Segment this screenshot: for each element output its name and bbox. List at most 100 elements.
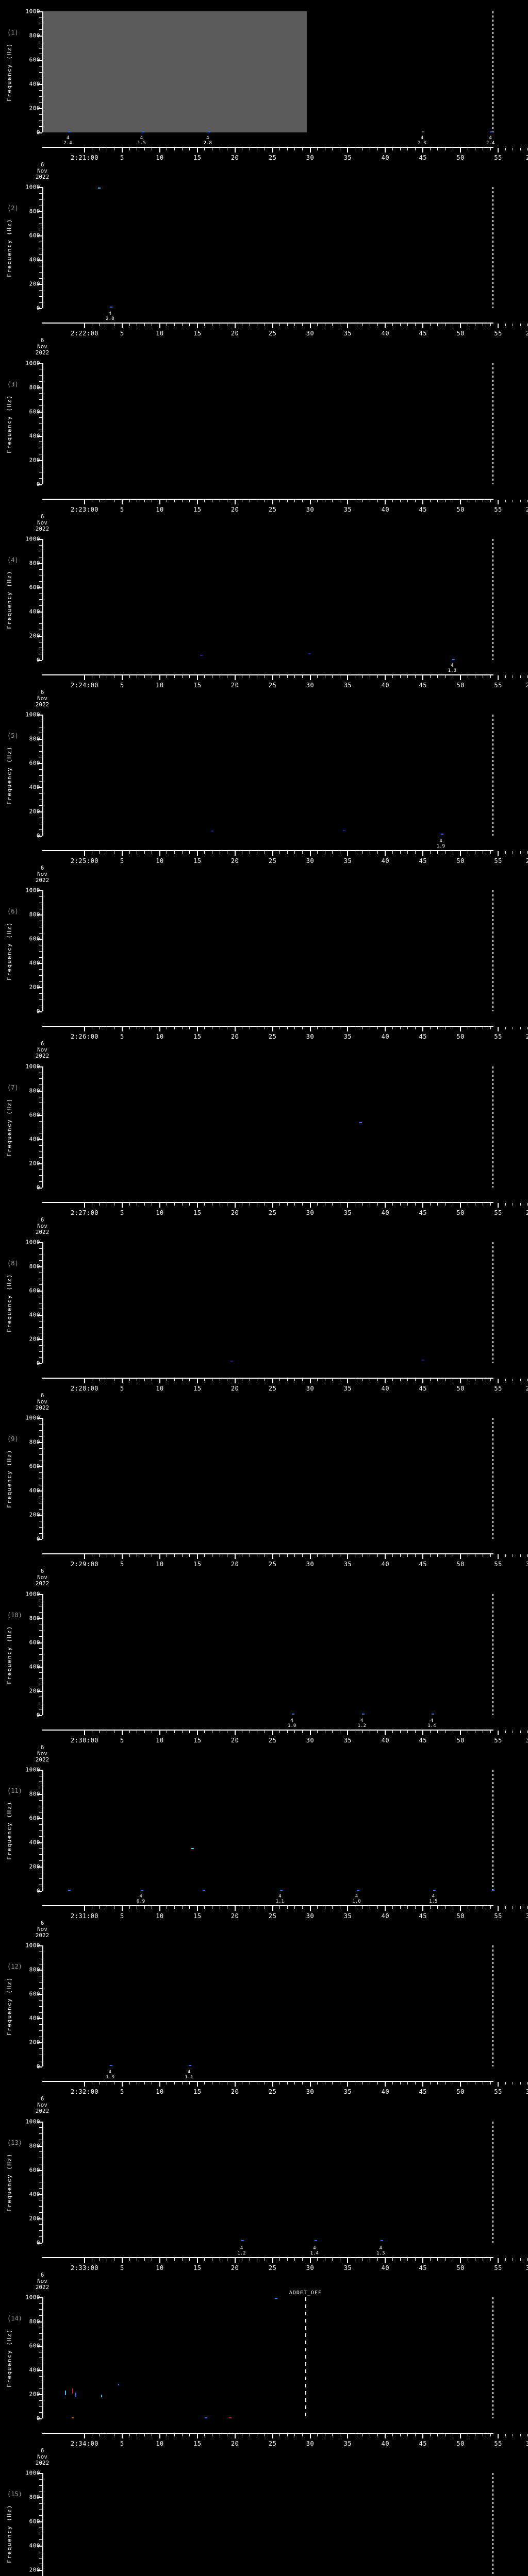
x-axis-tick xyxy=(498,675,499,680)
x-axis-tick xyxy=(196,499,198,504)
x-axis-tick xyxy=(189,675,190,678)
x-tick-label: 55 xyxy=(494,330,502,337)
date-line: Nov xyxy=(37,1750,47,1757)
y-axis-tick xyxy=(39,1612,42,1613)
x-tick-label: 15 xyxy=(193,154,202,161)
x-axis-tick xyxy=(129,675,130,678)
y-axis-line-right xyxy=(492,1066,493,1188)
y-axis-tick xyxy=(38,1490,42,1492)
x-tick-label: 30 xyxy=(306,2264,315,2272)
x-axis-tick xyxy=(144,499,145,502)
x-tick-label: 30 xyxy=(306,154,315,161)
x-axis-tick xyxy=(437,1554,438,1557)
x-axis-tick xyxy=(377,851,378,854)
x-axis-tick xyxy=(362,148,363,150)
y-tick-label: 200 xyxy=(29,808,40,815)
y-axis-label: Frequency (Hz) xyxy=(6,394,13,453)
detection-label: 4 1.2 xyxy=(237,2246,245,2256)
x-axis-tick xyxy=(309,2082,311,2087)
x-axis-tick xyxy=(498,1730,499,1735)
x-tick-label: 35 xyxy=(343,2439,352,2447)
detection-label: 4 2.8 xyxy=(106,311,114,321)
date-stack: 6 Nov 2022 xyxy=(36,337,50,356)
spectrogram-panel: (8) Frequency (Hz) 0 200 400 600 800 1000 5 10 15 2… xyxy=(0,1231,528,1411)
x-axis-tick xyxy=(407,148,408,150)
detection-label: 4 1.8 xyxy=(448,663,456,673)
x-tick-label: 35 xyxy=(343,1385,352,1393)
y-tick-label: 0 xyxy=(36,1360,40,1367)
x-axis-tick xyxy=(400,1379,401,1382)
date-line: 2022 xyxy=(35,1931,50,1939)
y-axis-label: Frequency (Hz) xyxy=(6,2153,13,2212)
x-axis-tick xyxy=(498,499,499,504)
x-tick-label: 35 xyxy=(343,681,352,689)
x-axis-tick xyxy=(182,2082,183,2085)
x-tick-label: 50 xyxy=(456,1385,465,1393)
y-axis-tick xyxy=(38,387,42,388)
x-tick-label: 15 xyxy=(193,2264,202,2272)
y-axis-tick xyxy=(39,2230,42,2231)
y-axis-tick xyxy=(39,381,42,382)
x-axis-tick xyxy=(302,1202,303,1206)
x-axis-tick xyxy=(430,1554,431,1557)
x-axis-tick xyxy=(437,1027,438,1030)
data-coverage-box xyxy=(42,11,307,132)
y-axis-tick xyxy=(38,1715,42,1716)
x-axis-tick xyxy=(347,1202,349,1208)
x-axis-tick xyxy=(272,1730,273,1735)
date-line: 2022 xyxy=(35,525,50,532)
x-axis-tick xyxy=(437,1906,438,1909)
x-axis-tick xyxy=(279,1202,280,1206)
y-tick-label: 400 xyxy=(29,432,40,439)
x-axis-tick xyxy=(99,1202,100,1206)
x-tick-label: 20 xyxy=(230,2088,239,2096)
x-axis-tick xyxy=(174,1730,175,1733)
x-axis-tick xyxy=(415,148,416,150)
x-axis-tick xyxy=(287,1027,288,1030)
y-tick-label: 600 xyxy=(29,759,40,767)
x-axis-tick xyxy=(377,2258,378,2261)
y-axis-tick xyxy=(39,1630,42,1631)
y-axis-line-right xyxy=(492,715,493,836)
x-axis-tick xyxy=(279,324,280,327)
x-axis-tick xyxy=(505,324,506,327)
x-axis-tick xyxy=(309,499,311,504)
y-axis-tick xyxy=(38,1666,42,1668)
detection-marker xyxy=(433,1889,436,1891)
detection-label: 4 1.4 xyxy=(310,2246,319,2256)
y-tick-label: 800 xyxy=(29,32,40,39)
x-axis-tick xyxy=(294,2433,295,2436)
y-axis-line xyxy=(42,1242,43,1364)
x-axis-line: 5 10 15 20 25 30 35 40 45 50 55 2:27:00 28:00 xyxy=(42,1201,528,1216)
x-tick-label: 30 xyxy=(306,2088,315,2096)
x-axis-tick xyxy=(490,1554,491,1557)
x-tick-label: 25 xyxy=(268,505,277,513)
y-tick-label: 0 xyxy=(36,481,40,488)
y-axis-tick xyxy=(39,2024,42,2025)
x-tick-label: 10 xyxy=(156,2264,164,2272)
x-tick-label: 15 xyxy=(193,1385,202,1393)
x-axis-tick xyxy=(272,324,273,329)
x-axis-tick xyxy=(159,851,160,856)
panel-index-label: (12) xyxy=(7,1963,22,1971)
x-tick-label: 45 xyxy=(419,857,427,865)
y-tick-label: 800 xyxy=(29,1615,40,1622)
y-axis-tick xyxy=(39,193,42,194)
y-axis-tick xyxy=(39,199,42,200)
x-axis-end-label: 22:00 xyxy=(525,154,528,161)
y-axis-label: Frequency (Hz) xyxy=(6,1977,13,2036)
detection-marker xyxy=(110,307,113,308)
x-axis-tick xyxy=(400,499,401,502)
x-axis-tick xyxy=(392,851,393,854)
x-tick-label: 10 xyxy=(156,1736,164,1744)
y-tick-label: 800 xyxy=(29,2142,40,2149)
y-axis-tick xyxy=(38,187,42,189)
y-axis-tick xyxy=(39,1084,42,1086)
x-axis-tick xyxy=(505,675,506,678)
x-axis-tick xyxy=(445,2258,446,2261)
y-axis-tick xyxy=(39,72,42,73)
x-axis-tick xyxy=(189,1906,190,1909)
y-axis-label: Frequency (Hz) xyxy=(6,570,13,629)
y-axis-tick xyxy=(38,60,42,61)
detection-marker xyxy=(381,2240,384,2241)
